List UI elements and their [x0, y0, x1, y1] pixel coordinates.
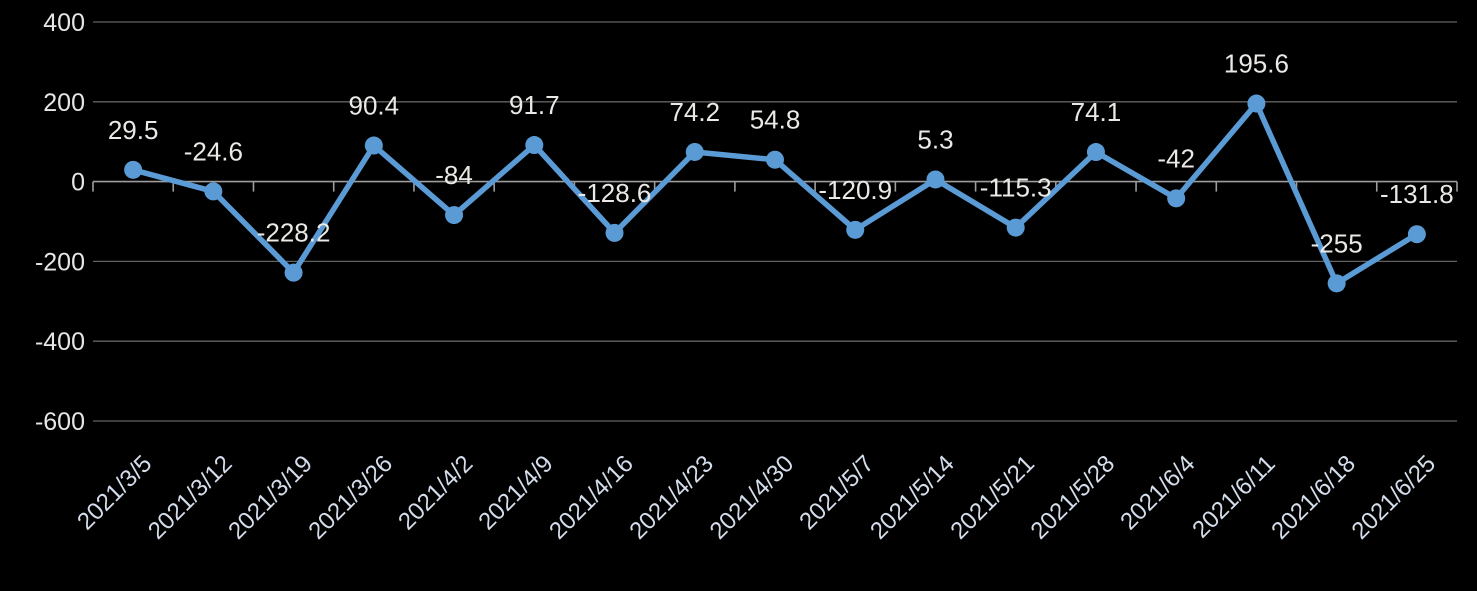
data-point	[685, 142, 704, 161]
x-axis-label: 2021/4/9	[473, 450, 558, 535]
data-point	[1407, 225, 1426, 244]
data-label: 74.1	[1071, 97, 1122, 127]
data-point	[364, 136, 383, 155]
data-label: 91.7	[509, 90, 560, 120]
x-axis-label: 2021/3/19	[223, 450, 318, 545]
data-label: -128.6	[578, 178, 652, 208]
data-label: -24.6	[184, 136, 243, 166]
data-point	[1327, 274, 1346, 293]
data-point	[1167, 189, 1186, 208]
y-axis-label: -400	[35, 328, 85, 356]
data-point	[605, 223, 624, 242]
data-point	[1006, 218, 1025, 237]
data-point	[1086, 143, 1105, 162]
x-axis-label: 2021/5/14	[865, 450, 960, 545]
data-label: -131.8	[1380, 179, 1454, 209]
x-axis-label: 2021/4/2	[393, 450, 478, 535]
x-axis-label: 2021/6/11	[1187, 450, 1280, 543]
y-axis-label: -600	[35, 408, 85, 436]
data-point	[284, 263, 303, 282]
x-axis-label: 2021/3/5	[72, 450, 157, 535]
data-point	[766, 150, 784, 169]
data-label: -255	[1311, 228, 1363, 258]
data-label: 54.8	[750, 105, 801, 135]
y-axis-label: -200	[35, 248, 85, 276]
y-axis-label: 400	[43, 9, 85, 37]
data-label: 74.2	[669, 97, 720, 127]
x-axis-label: 2021/6/25	[1347, 450, 1442, 545]
x-axis-label: 2021/6/4	[1115, 450, 1200, 535]
x-axis-label: 2021/5/21	[945, 450, 1040, 545]
data-label: -120.9	[818, 175, 892, 205]
data-point	[525, 136, 544, 155]
data-point	[124, 160, 143, 179]
data-point	[846, 220, 865, 239]
data-label: 90.4	[349, 91, 400, 121]
x-axis-label: 2021/4/30	[705, 450, 800, 545]
data-point	[1247, 94, 1266, 113]
data-point	[926, 170, 945, 189]
data-point	[445, 206, 464, 225]
data-label: 5.3	[917, 124, 953, 154]
data-point	[204, 182, 223, 201]
x-axis-label: 2021/5/28	[1026, 450, 1121, 545]
data-label: 29.5	[108, 115, 159, 145]
data-label: -84	[435, 160, 473, 190]
x-axis-label: 2021/3/12	[143, 450, 238, 545]
data-label: -115.3	[980, 173, 1052, 203]
x-axis-label: 2021/6/18	[1266, 450, 1361, 545]
data-label: -228.2	[257, 218, 331, 248]
x-axis-label: 2021/3/26	[303, 450, 398, 545]
y-axis-label: 0	[71, 169, 85, 197]
x-axis-label: 2021/4/16	[544, 450, 639, 545]
x-axis-label: 2021/5/7	[794, 450, 879, 535]
y-axis-label: 200	[43, 89, 85, 117]
data-label: 195.6	[1224, 49, 1289, 79]
data-label: -42	[1157, 143, 1195, 173]
x-axis-label: 2021/4/23	[624, 450, 719, 545]
